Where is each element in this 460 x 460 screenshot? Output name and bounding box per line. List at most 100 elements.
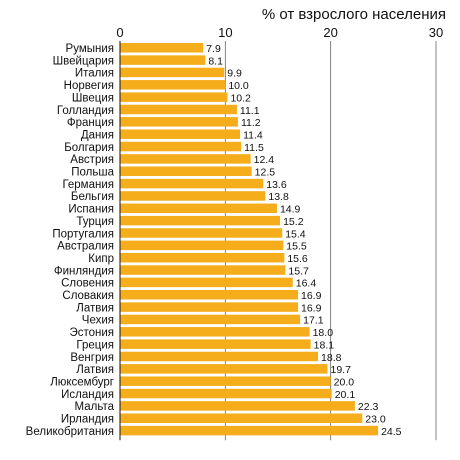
value-label: 20.0 bbox=[334, 376, 355, 388]
bar bbox=[120, 67, 225, 78]
category-label: Венгрия bbox=[70, 352, 114, 364]
x-tick-label: 30 bbox=[429, 25, 443, 40]
bar bbox=[120, 55, 206, 65]
category-label: Австрия bbox=[70, 154, 114, 166]
bar bbox=[120, 364, 328, 374]
bar bbox=[120, 240, 284, 251]
category-label: Кипр bbox=[88, 253, 114, 265]
category-label: Ирландия bbox=[61, 414, 114, 426]
category-label: Австралия bbox=[57, 241, 114, 253]
bar bbox=[120, 314, 301, 325]
value-label: 11.1 bbox=[240, 105, 260, 117]
category-label: Бельгия bbox=[71, 191, 114, 203]
bar bbox=[120, 141, 242, 152]
value-label: 15.2 bbox=[283, 216, 304, 228]
bar bbox=[120, 388, 332, 399]
category-label: Латвия bbox=[76, 364, 114, 376]
value-label: 18.0 bbox=[313, 327, 334, 339]
category-label: Латвия bbox=[76, 302, 114, 314]
value-label: 24.5 bbox=[381, 426, 402, 438]
bars bbox=[120, 43, 379, 436]
bar bbox=[120, 339, 311, 349]
bar bbox=[120, 327, 310, 337]
bar bbox=[120, 203, 277, 214]
bar bbox=[120, 215, 281, 226]
category-label: Греция bbox=[76, 339, 114, 351]
bar bbox=[120, 252, 285, 263]
value-label: 11.5 bbox=[244, 142, 264, 154]
value-label: 20.1 bbox=[335, 389, 356, 401]
x-tick-label: 10 bbox=[218, 25, 232, 40]
value-label: 18.8 bbox=[321, 352, 342, 364]
value-label: 22.3 bbox=[358, 401, 379, 413]
category-label: Дания bbox=[81, 129, 114, 141]
bar bbox=[120, 302, 299, 312]
value-label: 15.6 bbox=[287, 253, 308, 265]
category-label: Норвегия bbox=[64, 80, 114, 92]
bar bbox=[120, 290, 299, 300]
category-label: Италия bbox=[75, 68, 114, 80]
category-label: Словакия bbox=[62, 290, 114, 302]
bar bbox=[120, 401, 355, 411]
value-label: 15.5 bbox=[286, 241, 307, 253]
bar bbox=[120, 129, 241, 139]
category-label: Польша bbox=[71, 167, 114, 179]
bar bbox=[120, 117, 238, 127]
category-label: Словения bbox=[61, 278, 114, 290]
value-label: 12.4 bbox=[254, 154, 275, 166]
value-label: 16.9 bbox=[301, 302, 322, 314]
category-label: Мальта bbox=[75, 401, 115, 413]
value-label: 11.2 bbox=[241, 117, 261, 129]
value-label: 19.7 bbox=[331, 364, 352, 376]
value-label: 16.9 bbox=[301, 290, 322, 302]
bar bbox=[120, 80, 226, 90]
category-label: Германия bbox=[62, 179, 114, 191]
category-label: Великобритания bbox=[26, 426, 114, 438]
x-axis-title: % от взрослого населения bbox=[262, 6, 446, 23]
value-labels: 7.98.1 9.910.010.211.111.211.411.512.412.… bbox=[206, 43, 401, 438]
bar bbox=[120, 178, 264, 189]
bar bbox=[120, 228, 283, 238]
bar bbox=[120, 104, 237, 115]
x-tick-label: 0 bbox=[116, 25, 123, 40]
category-label: Люксембург bbox=[50, 376, 114, 388]
value-label: 16.4 bbox=[296, 278, 317, 290]
value-label: 8.1 bbox=[208, 55, 223, 67]
value-label: 23.0 bbox=[365, 414, 386, 426]
category-label: Турция bbox=[76, 216, 114, 228]
value-label: 15.7 bbox=[288, 265, 309, 277]
value-label: 9.9 bbox=[227, 68, 242, 80]
category-label: Финляндия bbox=[54, 265, 114, 277]
bar bbox=[120, 376, 331, 386]
category-label: Исландия bbox=[61, 389, 114, 401]
bar bbox=[120, 191, 266, 201]
value-label: 7.9 bbox=[206, 43, 221, 55]
category-label: Болгария bbox=[64, 142, 114, 154]
value-label: 13.6 bbox=[266, 179, 287, 191]
bar bbox=[120, 43, 204, 53]
bar bbox=[120, 166, 252, 176]
bar bbox=[120, 265, 286, 275]
value-label: 10.0 bbox=[228, 80, 249, 92]
category-label: Эстония bbox=[69, 327, 114, 339]
value-label: 12.5 bbox=[255, 167, 276, 179]
category-labels: РумынияШвейцарияИталияНорвегияШвецияГолл… bbox=[26, 43, 115, 438]
value-label: 14.9 bbox=[280, 204, 301, 216]
bar bbox=[120, 351, 319, 362]
category-label: Испания bbox=[68, 204, 114, 216]
x-axis-ticks: 0 10 20 30 bbox=[116, 25, 443, 40]
value-label: 18.1 bbox=[314, 339, 335, 351]
bar bbox=[120, 413, 363, 423]
bar bbox=[120, 277, 293, 288]
category-label: Голландия bbox=[57, 105, 114, 117]
bar bbox=[120, 154, 251, 164]
value-label: 13.8 bbox=[268, 191, 289, 203]
bar bbox=[120, 92, 228, 102]
category-label: Португалия bbox=[52, 228, 114, 240]
value-label: 11.4 bbox=[243, 129, 263, 141]
category-label: Франция bbox=[67, 117, 114, 129]
category-label: Швеция bbox=[72, 92, 114, 104]
x-tick-label: 20 bbox=[323, 25, 337, 40]
bar bbox=[120, 425, 379, 436]
